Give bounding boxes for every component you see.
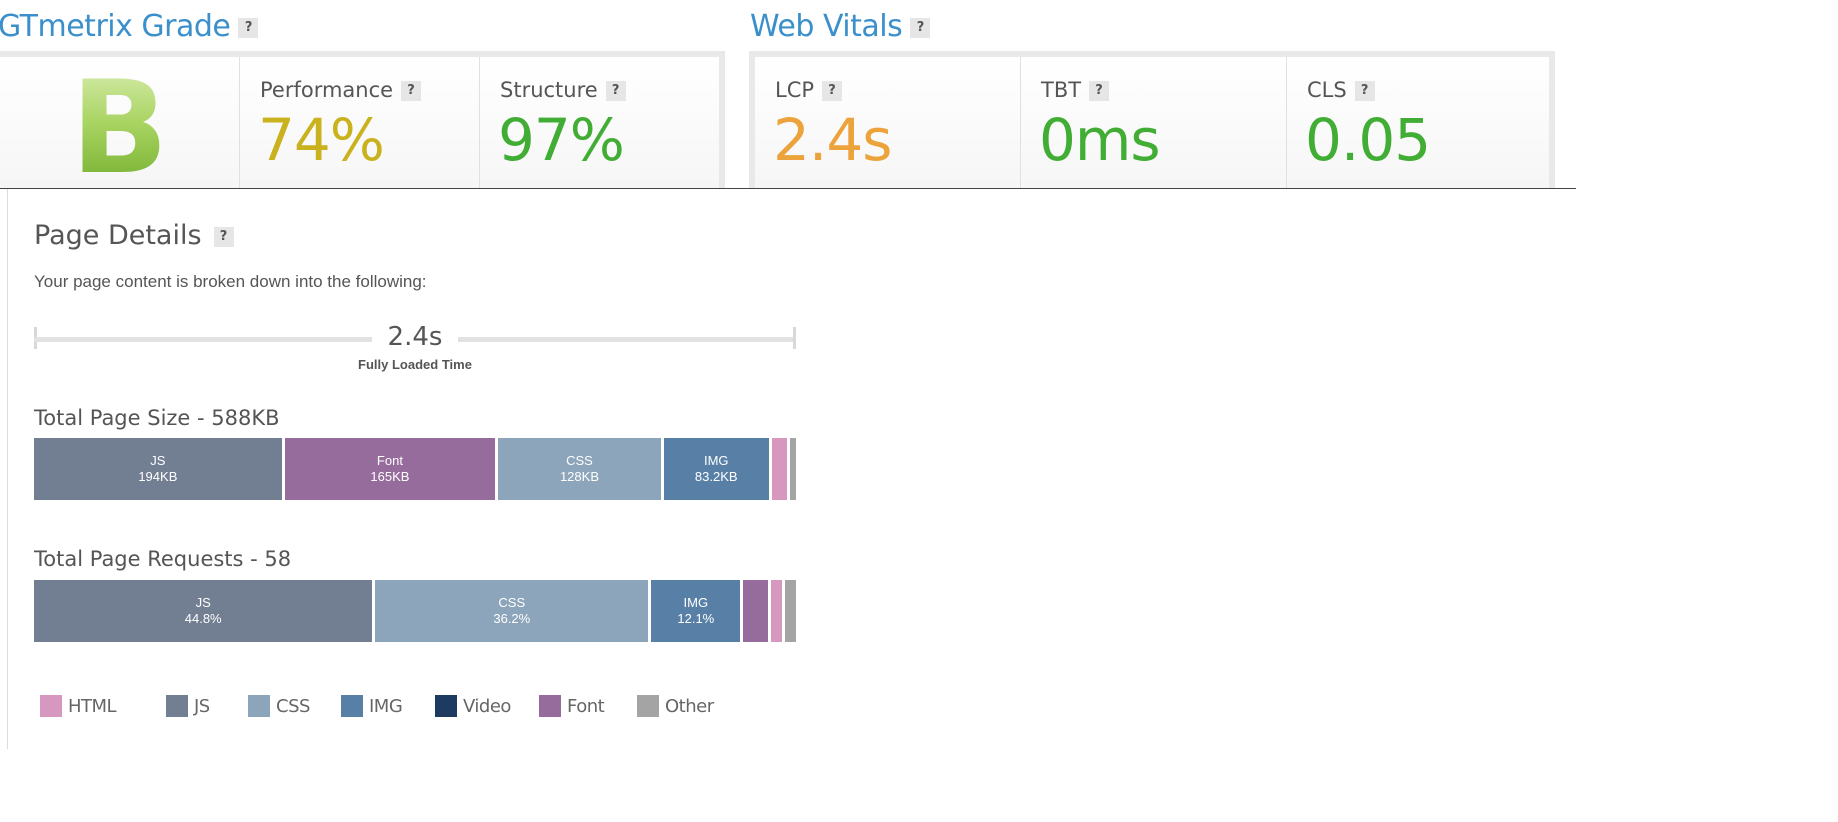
- legend-swatch: [248, 695, 270, 717]
- legend-item-img: IMG: [341, 693, 403, 719]
- help-icon[interactable]: ?: [910, 17, 931, 38]
- fully-loaded-value: 2.4s: [387, 322, 443, 352]
- help-icon[interactable]: ?: [1089, 81, 1110, 101]
- minor-segment[interactable]: [770, 580, 785, 642]
- legend-item-video: Video: [435, 693, 511, 719]
- performance-value: 74%: [258, 106, 385, 174]
- legend-swatch: [637, 695, 659, 717]
- timeline-line-right: [458, 337, 796, 342]
- timeline-end-cap: [793, 327, 796, 349]
- fully-loaded-timeline: 2.4s: [34, 322, 796, 352]
- legend-item-js: JS: [166, 693, 210, 719]
- css-segment[interactable]: CSS 128KB: [498, 438, 664, 500]
- structure-label-text: Structure: [500, 78, 598, 102]
- grade-cell: B: [0, 57, 240, 193]
- minor-segment[interactable]: [784, 580, 796, 642]
- legend-label: CSS: [276, 695, 310, 717]
- page-size-bar: JS 194KB Font 165KB CSS 128KB IMG 83.2KB: [34, 438, 796, 500]
- legend-label: JS: [194, 695, 210, 717]
- web-vitals-title: Web Vitals?: [750, 9, 931, 44]
- web-vitals-title-text: Web Vitals: [750, 9, 903, 44]
- segment-value: 128KB: [559, 469, 599, 484]
- legend-swatch: [166, 695, 188, 717]
- legend-label: Other: [665, 695, 714, 717]
- segment-name: JS: [150, 453, 166, 468]
- legend-swatch: [341, 695, 363, 717]
- legend-swatch: [40, 695, 62, 717]
- help-icon[interactable]: ?: [605, 81, 626, 101]
- gtmetrix-grade-title: GTmetrix Grade?: [0, 9, 259, 44]
- img-segment[interactable]: IMG 12.1%: [651, 580, 744, 642]
- grade-letter: B: [0, 65, 239, 193]
- legend-swatch: [435, 695, 457, 717]
- segment-value: 165KB: [370, 469, 410, 484]
- segment-value: 36.2%: [493, 611, 531, 626]
- legend-label: HTML: [68, 695, 117, 717]
- timeline-line-left: [34, 337, 372, 342]
- segment-name: IMG: [683, 595, 709, 610]
- css-segment[interactable]: CSS 36.2%: [375, 580, 652, 642]
- segment-name: JS: [195, 595, 211, 610]
- legend-item-html: HTML: [40, 693, 117, 719]
- legend-swatch: [539, 695, 561, 717]
- help-icon[interactable]: ?: [401, 81, 422, 101]
- js-segment[interactable]: JS 194KB: [34, 438, 285, 500]
- cls-value: 0.05: [1305, 106, 1431, 174]
- legend-item-css: CSS: [248, 693, 310, 719]
- tbt-label-text: TBT: [1041, 78, 1082, 102]
- tbt-label: TBT?: [1041, 78, 1110, 102]
- header-divider: [0, 188, 1576, 189]
- structure-label: Structure?: [500, 80, 626, 101]
- grade-panel: B Performance? 74% Structure? 97%: [0, 51, 725, 193]
- minor-segment[interactable]: [789, 438, 796, 500]
- segment-value: 83.2KB: [694, 469, 738, 484]
- performance-label-text: Performance: [260, 78, 394, 102]
- segment-value: 44.8%: [184, 611, 222, 626]
- cls-label: CLS?: [1307, 80, 1375, 101]
- legend-item-other: Other: [637, 693, 714, 719]
- page-details-title: Page Details?: [34, 222, 234, 249]
- structure-cell: Structure? 97%: [480, 57, 719, 189]
- help-icon[interactable]: ?: [1354, 81, 1375, 101]
- help-icon[interactable]: ?: [238, 17, 259, 38]
- minor-segment[interactable]: [771, 438, 790, 500]
- tbt-value: 0ms: [1039, 106, 1161, 174]
- page-details-title-text: Page Details: [34, 220, 202, 251]
- gtmetrix-grade-title-text: GTmetrix Grade: [0, 9, 231, 44]
- content-type-legend: HTML JS CSS IMG Video Font Other: [40, 693, 820, 719]
- lcp-value: 2.4s: [773, 106, 892, 174]
- cls-cell: CLS? 0.05: [1287, 57, 1549, 189]
- page-details-subtitle: Your page content is broken down into th…: [34, 272, 427, 291]
- legend-label: IMG: [369, 695, 403, 717]
- help-icon[interactable]: ?: [213, 226, 234, 247]
- legend-label: Video: [463, 695, 511, 717]
- performance-cell: Performance? 74%: [240, 57, 480, 189]
- segment-value: 194KB: [138, 469, 178, 484]
- legend-item-font: Font: [539, 693, 605, 719]
- fully-loaded-label: Fully Loaded Time: [358, 357, 472, 372]
- page-size-title: Total Page Size - 588KB: [34, 406, 280, 430]
- tbt-cell: TBT? 0ms: [1021, 57, 1287, 189]
- lcp-cell: LCP? 2.4s: [755, 57, 1021, 189]
- js-segment[interactable]: JS 44.8%: [34, 580, 376, 642]
- page-requests-title: Total Page Requests - 58: [34, 547, 292, 571]
- legend-label: Font: [567, 695, 605, 717]
- segment-name: CSS: [498, 595, 526, 610]
- left-border: [7, 189, 8, 749]
- help-icon[interactable]: ?: [822, 81, 843, 101]
- lcp-label: LCP?: [775, 78, 843, 102]
- segment-value: 12.1%: [677, 611, 715, 626]
- segment-name: CSS: [566, 453, 593, 468]
- structure-value: 97%: [498, 106, 625, 174]
- lcp-label-text: LCP: [775, 78, 815, 102]
- segment-name: IMG: [703, 453, 729, 468]
- font-segment[interactable]: Font 165KB: [284, 438, 499, 500]
- web-vitals-panel: LCP? 2.4s TBT? 0ms CLS? 0.05: [749, 51, 1555, 189]
- page-requests-bar: JS 44.8% CSS 36.2% IMG 12.1%: [34, 580, 796, 642]
- img-segment[interactable]: IMG 83.2KB: [663, 438, 772, 500]
- cls-label-text: CLS: [1307, 78, 1347, 102]
- segment-name: Font: [376, 453, 403, 468]
- performance-label: Performance?: [260, 78, 422, 102]
- minor-segment[interactable]: [743, 580, 771, 642]
